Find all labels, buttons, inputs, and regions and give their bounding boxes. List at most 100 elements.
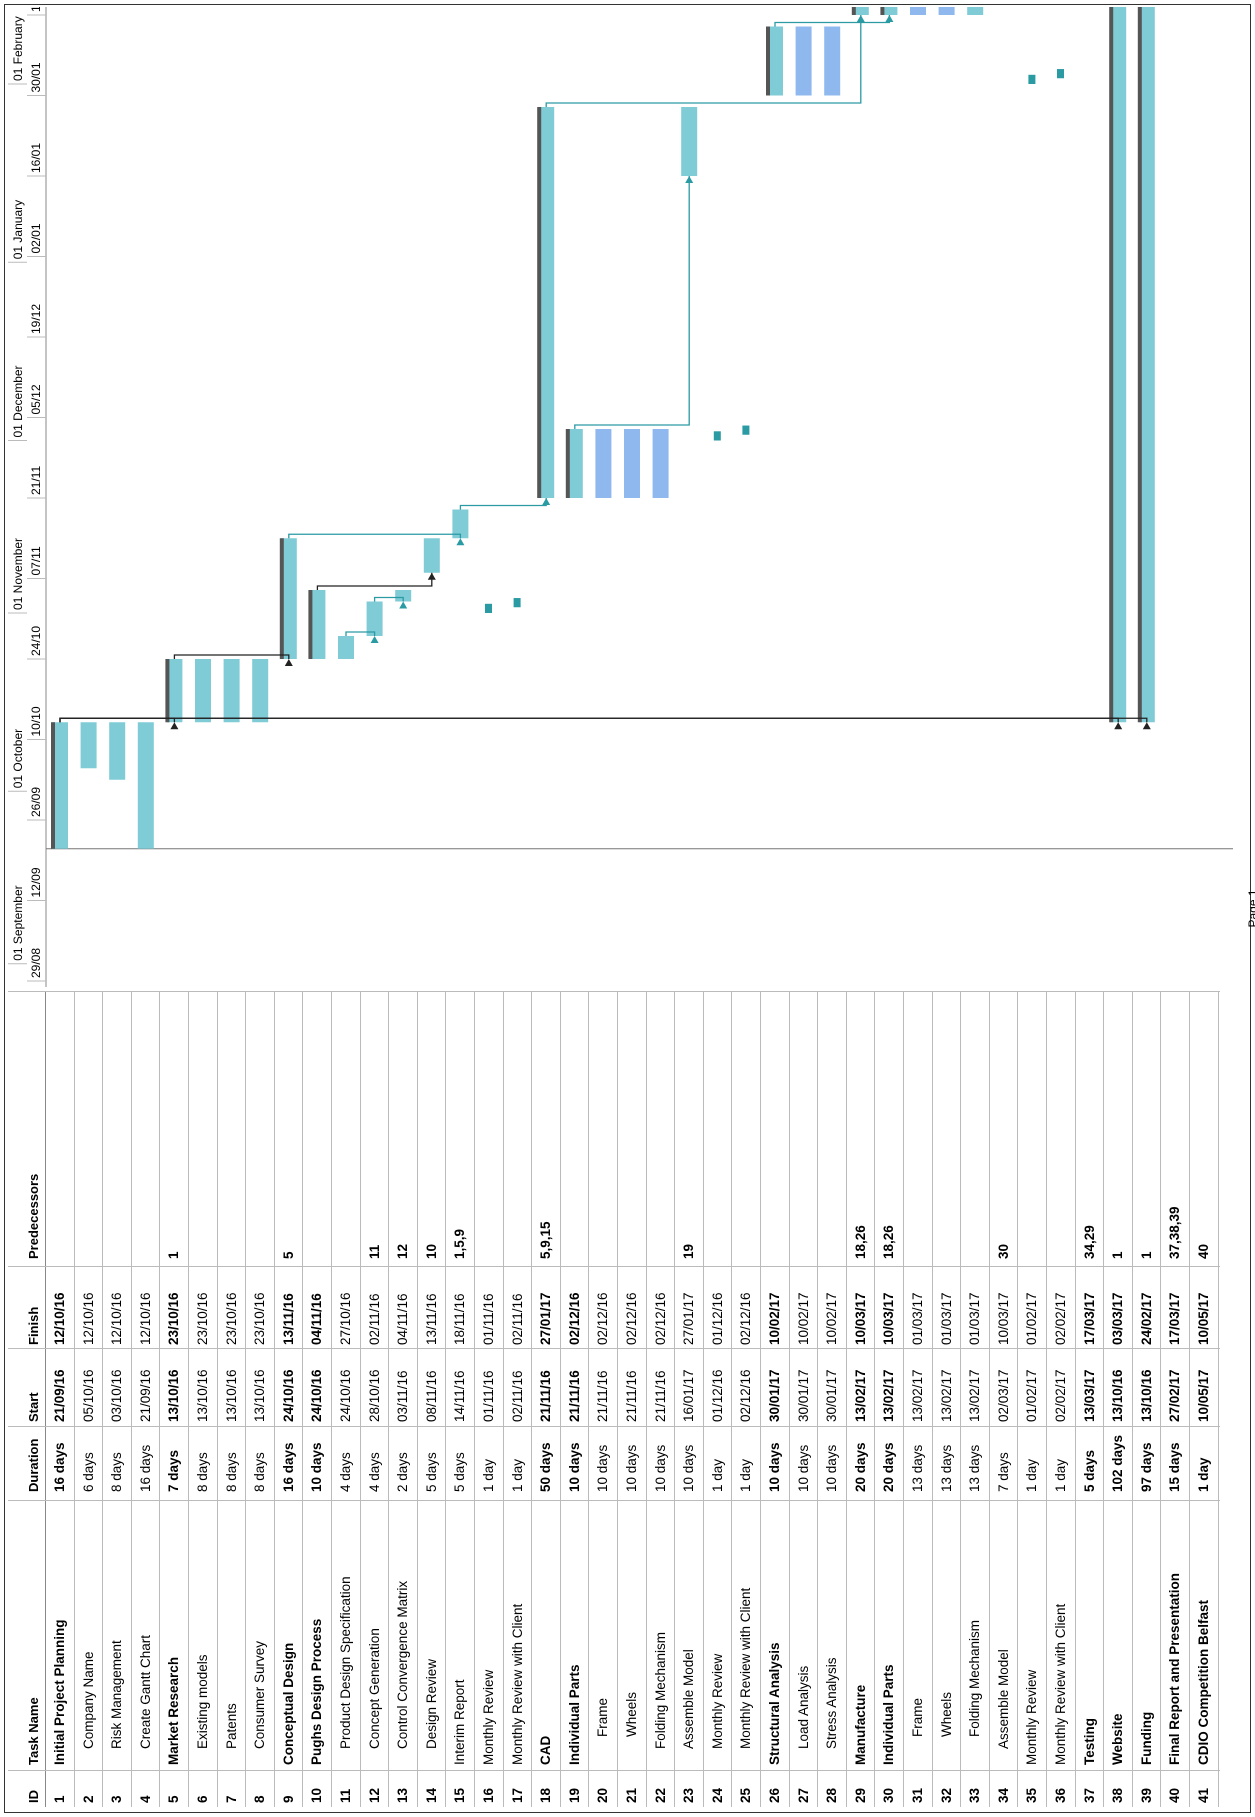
task-name: Folding Mechanism <box>652 1631 668 1749</box>
task-finish: 13/11/16 <box>423 1293 439 1345</box>
task-id: 7 <box>223 1795 239 1803</box>
table-row[interactable]: 28 Stress Analysis 10 days 30/01/17 10/02/17 <box>818 992 847 1807</box>
task-predecessors: 1 <box>1110 1251 1126 1259</box>
column-divider <box>8 1426 1220 1427</box>
header-task-name[interactable]: Task Name <box>8 1697 46 1765</box>
task-start: 13/02/17 <box>967 1369 983 1422</box>
table-row[interactable]: 6 Existing models 8 days 13/10/16 23/10/16 <box>189 992 218 1807</box>
task-name: Monthly Review <box>709 1653 725 1749</box>
task-id: 40 <box>1167 1787 1183 1803</box>
header-duration[interactable]: Duration <box>8 1438 46 1492</box>
task-name: Assemble Model <box>681 1649 697 1749</box>
table-row[interactable]: 12 Concept Generation 4 days 28/10/16 02/11/… <box>360 992 390 1807</box>
table-row[interactable]: 31 Frame 13 days 13/02/17 01/03/17 <box>904 992 933 1807</box>
table-row[interactable]: 7 Patents 8 days 13/10/16 23/10/16 <box>217 992 247 1807</box>
dependency-link <box>574 176 690 429</box>
task-predecessors: 40 <box>1196 1243 1211 1259</box>
table-row[interactable]: 21 Wheels 10 days 21/11/16 02/12/16 <box>618 992 647 1807</box>
task-start: 21/11/16 <box>566 1370 582 1422</box>
table-row[interactable]: 38 Website 102 days 13/10/16 03/03/17 1 <box>1104 992 1133 1807</box>
task-bar <box>52 722 68 849</box>
table-row[interactable]: 22 Folding Mechanism 10 days 21/11/16 02/12/… <box>646 992 676 1807</box>
table-row[interactable]: 2 Company Name 6 days 05/10/16 12/10/16 <box>74 992 104 1807</box>
week-label: 10/10 <box>29 706 43 736</box>
task-duration: 8 days <box>109 1452 125 1492</box>
task-predecessors: 12 <box>395 1243 411 1259</box>
table-row[interactable]: 41 CDIO Competition Belfast 1 day 10/05/17 1… <box>1190 992 1219 1807</box>
task-duration: 13 days <box>910 1444 925 1492</box>
table-row[interactable]: 17 Monthly Review with Client 1 day 02/11/1… <box>503 992 533 1807</box>
task-start: 30/01/17 <box>795 1369 811 1422</box>
task-id: 37 <box>1081 1787 1097 1803</box>
task-start: 30/01/17 <box>824 1369 840 1422</box>
table-row[interactable]: 15 Interim Report 5 days 14/11/16 18/11/16 1,… <box>446 992 475 1807</box>
task-finish: 23/10/16 <box>252 1292 268 1345</box>
task-id: 14 <box>423 1787 439 1803</box>
task-name: Wheels <box>624 1691 639 1737</box>
table-row[interactable]: 18 CAD 50 days 21/11/16 27/01/17 5,9,15 <box>532 992 561 1807</box>
table-row[interactable]: 29 Manufacture 20 days 13/02/17 10/03/17 18,2… <box>846 992 876 1807</box>
table-row[interactable]: 32 Wheels 13 days 13/02/17 01/03/17 <box>932 992 962 1807</box>
table-row[interactable]: 5 Market Research 7 days 13/10/16 23/10/16 1 <box>160 992 189 1807</box>
table-row[interactable]: 3 Risk Management 8 days 03/10/16 12/10/16 <box>103 992 132 1807</box>
table-row[interactable]: 33 Folding Mechanism 13 days 13/02/17 01/03/… <box>961 992 990 1807</box>
task-predecessors: 5 <box>280 1251 296 1259</box>
task-finish: 01/11/16 <box>481 1293 496 1345</box>
dependency-arrow <box>170 722 179 730</box>
dependency-arrow <box>685 176 694 183</box>
table-row[interactable]: 37 Testing 5 days 13/03/17 17/03/17 34,29 <box>1075 992 1105 1807</box>
table-row[interactable]: 36 Monthly Review with Client 1 day 02/02/1… <box>1047 992 1076 1807</box>
table-row[interactable]: 40 Final Report and Presentation 15 days 27… <box>1161 992 1190 1807</box>
table-row[interactable]: 26 Structural Analysis 10 days 30/01/17 10/0… <box>761 992 790 1807</box>
table-row[interactable]: 20 Frame 10 days 21/11/16 02/12/16 <box>589 992 618 1807</box>
table-row[interactable]: 39 Funding 97 days 13/10/16 24/02/17 1 <box>1132 992 1162 1807</box>
table-row[interactable]: 27 Load Analysis 10 days 30/01/17 10/02/17 <box>789 992 819 1807</box>
week-label: 16/01 <box>29 143 43 173</box>
milestone-bar <box>485 603 492 613</box>
task-predecessors: 37,38,39 <box>1167 1206 1183 1259</box>
header-finish[interactable]: Finish <box>8 1306 46 1345</box>
header-id[interactable]: ID <box>8 1790 46 1803</box>
table-row[interactable]: 23 Assemble Model 10 days 16/01/17 27/01/17 1… <box>675 992 704 1807</box>
table-row[interactable]: 8 Consumer Survey 8 days 13/10/16 23/10/16 <box>246 992 275 1807</box>
task-start: 01/02/17 <box>1024 1369 1040 1422</box>
task-bar <box>423 538 440 573</box>
task-name: Testing <box>1081 1718 1097 1765</box>
task-start: 24/10/16 <box>338 1369 353 1422</box>
table-row[interactable]: 11 Product Design Specification 4 days 24/1… <box>332 992 361 1807</box>
table-row[interactable]: 24 Monthly Review 1 day 01/12/16 01/12/16 <box>703 992 733 1807</box>
table-row[interactable]: 25 Monthly Review with Client 1 day 02/12/1… <box>732 992 761 1807</box>
table-row[interactable]: 4 Create Gantt Chart 16 days 21/09/16 12/10/… <box>131 992 161 1807</box>
task-bar <box>910 0 926 15</box>
table-row[interactable]: 35 Monthly Review 1 day 01/02/17 01/02/17 <box>1018 992 1047 1807</box>
task-finish: 02/12/16 <box>738 1292 754 1345</box>
task-id: 33 <box>967 1787 983 1803</box>
task-name: Control Convergence Matrix <box>395 1580 411 1749</box>
task-start: 13/02/17 <box>852 1369 868 1422</box>
task-duration: 15 days <box>1167 1442 1183 1492</box>
task-finish: 10/02/17 <box>767 1292 782 1345</box>
table-row[interactable]: 14 Design Review 5 days 08/11/16 13/11/16 10 <box>417 992 447 1807</box>
task-duration: 8 days <box>223 1452 239 1492</box>
table-row[interactable]: 9 Conceptual Design 16 days 24/10/16 13/11/1… <box>274 992 304 1807</box>
task-finish: 02/12/16 <box>595 1292 611 1345</box>
table-row[interactable]: 34 Assemble Model 7 days 02/03/17 10/03/17 30 <box>989 992 1019 1807</box>
task-name: Folding Mechanism <box>967 1619 983 1737</box>
task-bar <box>109 722 126 780</box>
task-id: 20 <box>595 1787 611 1803</box>
table-row[interactable]: 30 Individual Parts 20 days 13/02/17 10/03/1… <box>875 992 904 1807</box>
summary-cap <box>1137 0 1142 723</box>
task-duration: 1 day <box>509 1458 525 1492</box>
header-predecessors[interactable]: Predecessors <box>8 1173 46 1259</box>
table-row[interactable]: 16 Monthly Review 1 day 01/11/16 01/11/16 <box>475 992 504 1807</box>
table-row[interactable]: 19 Individual Parts 10 days 21/11/16 02/12/1… <box>560 992 590 1807</box>
header-start[interactable]: Start <box>8 1392 46 1422</box>
task-bar <box>195 659 211 723</box>
task-finish: 02/11/16 <box>509 1293 525 1345</box>
task-duration: 5 days <box>1081 1449 1097 1492</box>
table-row[interactable]: 13 Control Convergence Matrix 2 days 03/11/… <box>389 992 418 1807</box>
task-id: 31 <box>910 1787 925 1803</box>
task-finish: 04/11/16 <box>309 1293 325 1345</box>
table-row[interactable]: 1 Initial Project Planning 16 days 21/09/16… <box>46 992 75 1807</box>
table-row[interactable]: 10 Pughs Design Process 10 days 24/10/16 04/… <box>303 992 332 1807</box>
